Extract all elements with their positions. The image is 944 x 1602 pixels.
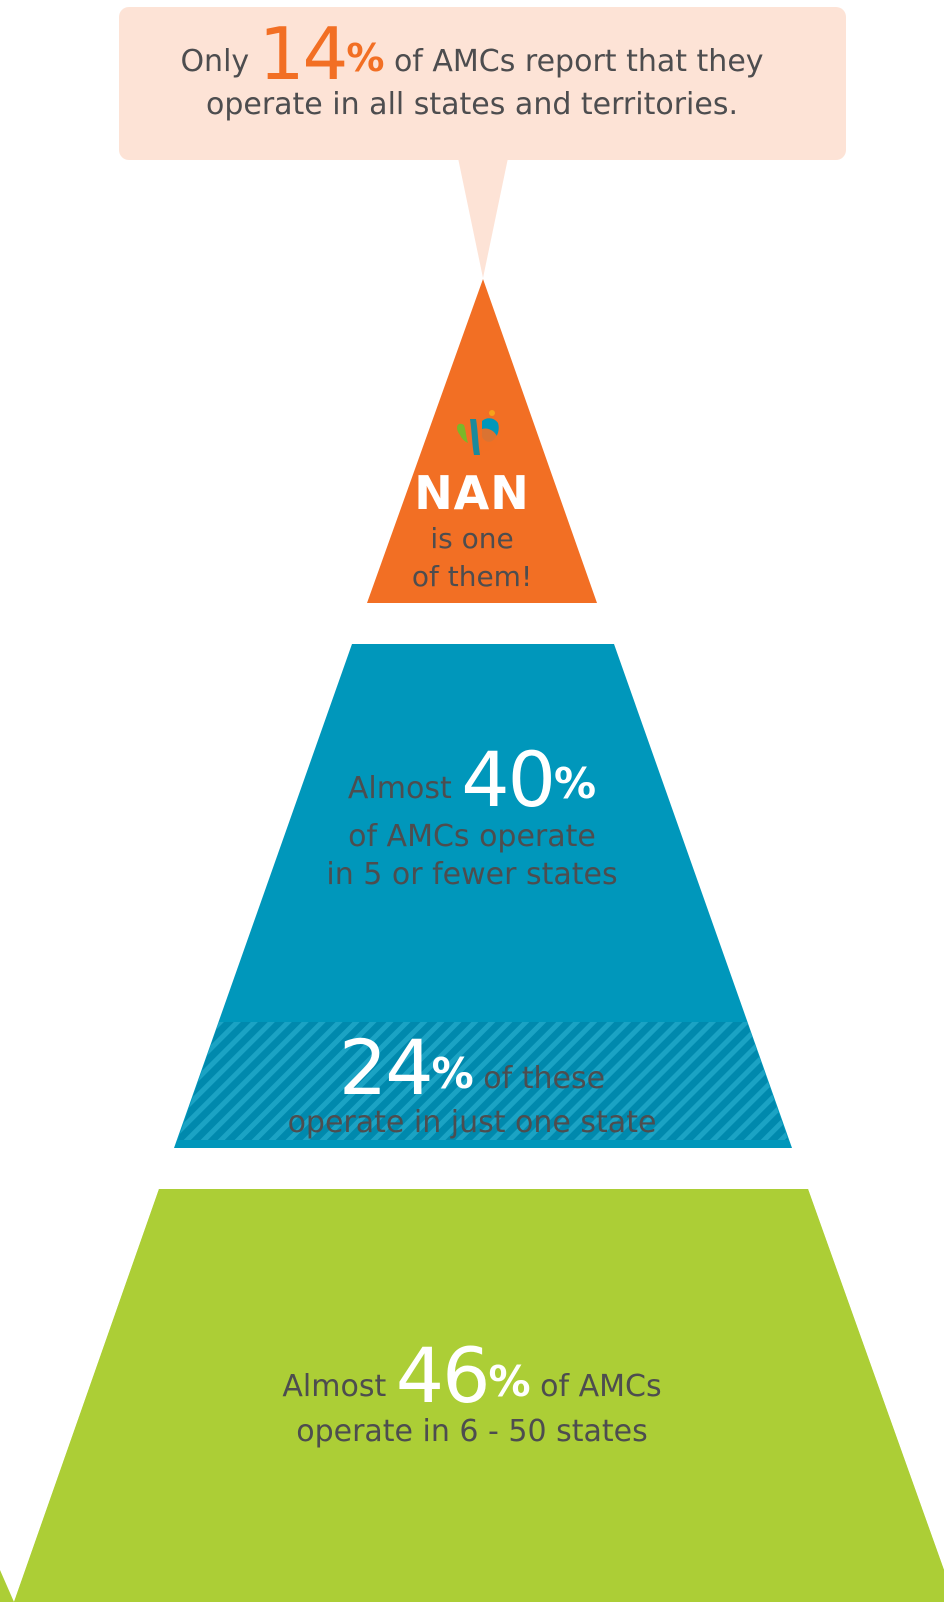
bottom-tier-suffix: of AMCs	[540, 1369, 662, 1404]
middle-tier-text: Almost 40% of AMCs operate in 5 or fewer…	[0, 742, 944, 894]
pyramid-bottom-tier-fill	[14, 1189, 944, 1602]
middle-tier-percent-sign: %	[554, 759, 597, 808]
sub-tier-line-2: operate in just one state	[287, 1105, 657, 1140]
callout-prefix: Only	[180, 44, 250, 79]
callout-line-2: operate in all states and territories.	[205, 87, 739, 122]
bottom-tier-text: Almost 46% of AMCs operate in 6 - 50 sta…	[0, 1338, 944, 1452]
middle-tier-prefix: Almost	[347, 771, 452, 806]
middle-tier-line-3: in 5 or fewer states	[326, 857, 618, 892]
bottom-tier-prefix: Almost	[282, 1369, 387, 1404]
sub-tier-percent-sign: %	[431, 1049, 474, 1098]
middle-tier-line-1: Almost 40%	[0, 742, 944, 818]
callout-value: 14	[258, 12, 349, 96]
nan-logo-icon	[457, 409, 499, 455]
sub-tier-text: 24% of these operate in just one state	[0, 1030, 944, 1142]
pyramid-middle-striped-band	[178, 1022, 788, 1140]
callout-pointer	[458, 158, 508, 278]
callout-line-1: Only 14% of AMCs report that they	[0, 18, 944, 90]
bottom-tier-percent-sign: %	[488, 1357, 531, 1406]
top-tier-text: NAN is one of them!	[0, 466, 944, 596]
middle-tier-value: 40	[461, 735, 556, 824]
top-tier-title: NAN	[414, 466, 530, 520]
bottom-tier-value: 46	[395, 1331, 491, 1420]
callout-bubble	[119, 7, 846, 160]
sub-tier-line-1: 24% of these	[0, 1030, 944, 1106]
sub-tier-suffix: of these	[483, 1061, 606, 1096]
callout-percent-sign: %	[346, 36, 385, 80]
top-tier-line-2: of them!	[411, 560, 533, 593]
middle-tier-line-2: of AMCs operate	[348, 819, 596, 854]
sub-tier-value: 24	[338, 1023, 434, 1112]
bottom-tier-line-1: Almost 46% of AMCs	[0, 1338, 944, 1414]
callout-text: Only 14% of AMCs report that they operat…	[0, 18, 944, 126]
callout-suffix: of AMCs report that they	[393, 44, 764, 79]
top-tier-line-1: is one	[430, 522, 514, 555]
bottom-tier-line-2: operate in 6 - 50 states	[296, 1414, 648, 1449]
